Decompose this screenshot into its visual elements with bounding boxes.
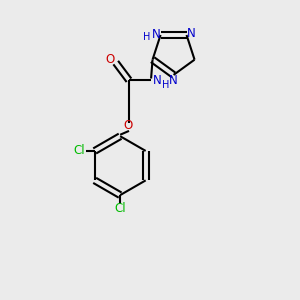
Text: H: H bbox=[162, 80, 169, 90]
Text: O: O bbox=[123, 119, 132, 132]
Text: N: N bbox=[169, 74, 178, 87]
Text: N: N bbox=[187, 27, 195, 40]
Text: N: N bbox=[152, 28, 161, 41]
Text: O: O bbox=[106, 52, 115, 66]
Text: H: H bbox=[143, 32, 150, 42]
Text: N: N bbox=[153, 74, 162, 87]
Text: Cl: Cl bbox=[114, 202, 126, 215]
Text: Cl: Cl bbox=[74, 144, 85, 158]
